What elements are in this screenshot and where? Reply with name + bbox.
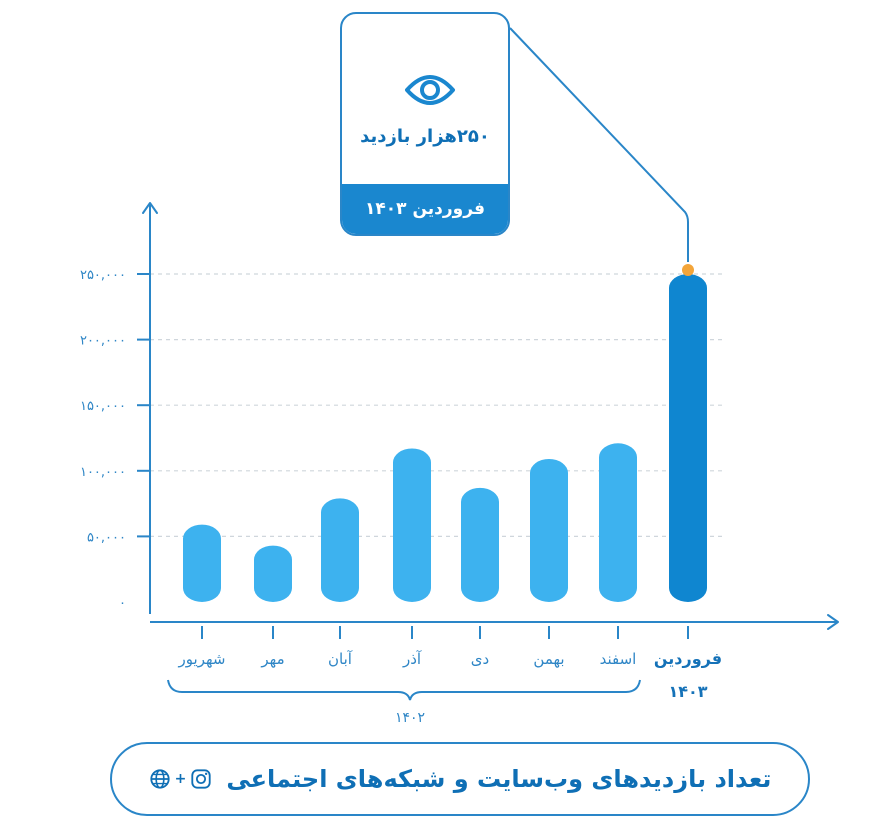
highlight-marker	[682, 264, 694, 276]
x-tick-label: مهر	[260, 650, 284, 668]
y-tick-label: ۱۵۰,۰۰۰	[80, 399, 126, 414]
x-tick-label: اسفند	[600, 650, 637, 668]
footer-title: تعداد بازدید‌های وب‌سایت و شبکه‌های اجتم…	[226, 765, 772, 793]
bars	[183, 274, 707, 602]
bar	[599, 443, 637, 602]
plus-sign: +	[174, 771, 187, 787]
y-tick-label: ۱۰۰,۰۰۰	[80, 465, 126, 480]
x-tick-sublabel: ۱۴۰۳	[668, 682, 707, 701]
x-tick-label: شهریور	[178, 650, 226, 668]
callout-date: فروردین ۱۴۰۳	[342, 184, 508, 234]
y-tick-label: ۵۰,۰۰۰	[87, 530, 126, 545]
bar	[254, 545, 292, 602]
year-group-label: ۱۴۰۲	[395, 710, 425, 726]
bar	[321, 498, 359, 602]
y-axis-arrow	[142, 202, 158, 214]
callout-value: ۲۵۰هزار بازدید	[360, 126, 490, 147]
eye-icon	[405, 75, 455, 105]
y-tick-labels: ۰ ۵۰,۰۰۰ ۱۰۰,۰۰۰ ۱۵۰,۰۰۰ ۲۰۰,۰۰۰ ۲۵۰,۰۰۰	[80, 268, 126, 611]
x-tick-label: فروردین	[654, 649, 722, 668]
bar	[669, 274, 707, 602]
x-tick-label: آذر	[402, 650, 422, 668]
x-tick-label: بهمن	[533, 650, 564, 668]
footer-icons: +	[149, 768, 213, 790]
highlight-callout: ۲۵۰هزار بازدید فروردین ۱۴۰۳	[340, 12, 510, 236]
y-tick-label: ۲۵۰,۰۰۰	[80, 268, 126, 283]
globe-icon	[149, 769, 170, 789]
bar	[183, 524, 221, 602]
y-tick-label: ۲۰۰,۰۰۰	[80, 334, 126, 349]
x-tick-label: دی	[471, 650, 489, 668]
y-tick-label: ۰	[119, 596, 126, 611]
x-tick-label: آبان	[328, 650, 353, 668]
bar	[393, 448, 431, 602]
callout-connector	[509, 27, 689, 262]
bar	[461, 487, 499, 602]
x-axis-arrow	[827, 614, 839, 630]
chart-axes	[142, 202, 839, 630]
bar	[530, 458, 568, 602]
grid-lines	[137, 273, 726, 538]
footer-banner: تعداد بازدید‌های وب‌سایت و شبکه‌های اجتم…	[110, 742, 810, 816]
instagram-icon	[191, 769, 211, 789]
x-ticks: شهریور مهر آبان آذر دی بهمن اسفند فروردین ۱۴۰۳	[178, 626, 722, 701]
group-brace	[167, 679, 641, 701]
